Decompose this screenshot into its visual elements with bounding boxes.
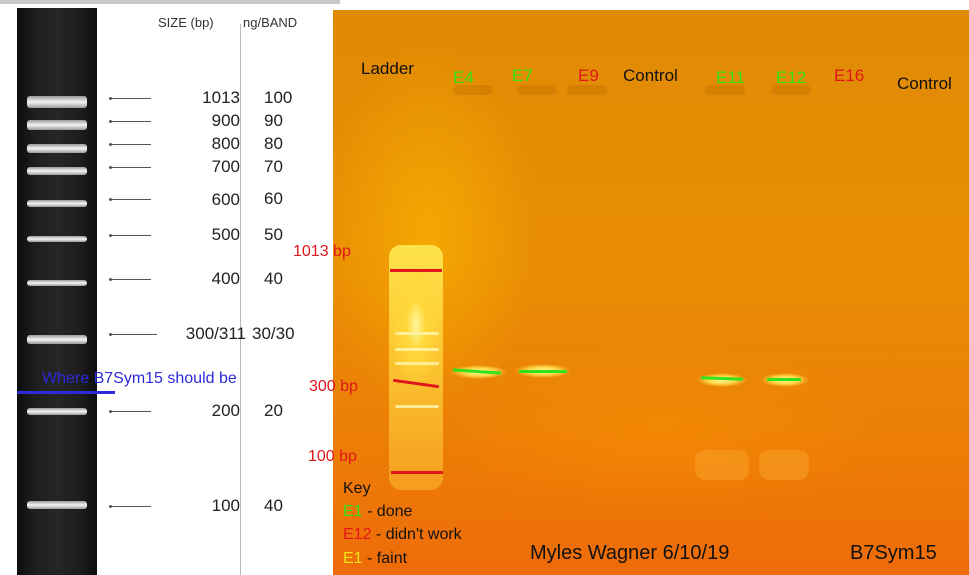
- gel-photo: [333, 10, 969, 575]
- ref-band-200: [27, 408, 87, 415]
- key-item-failed: E12 - didn't work: [343, 526, 462, 544]
- lane-label-control-2: Control: [897, 74, 952, 93]
- ref-band-600: [27, 200, 87, 207]
- ref-band-1013: [27, 96, 87, 108]
- column-divider: [240, 24, 241, 575]
- key-desc: - didn't work: [371, 526, 462, 543]
- lane-label-e16: E16: [834, 66, 865, 85]
- ladder-band: [395, 405, 439, 408]
- ref-band-800: [27, 144, 87, 153]
- ng-header: ng/BAND: [243, 15, 298, 30]
- ref-size-label: 700: [211, 157, 240, 176]
- smear: [759, 450, 809, 480]
- lane-label-e11: E11: [716, 68, 745, 87]
- lane-label-e7: E7: [512, 66, 533, 85]
- size-header: SIZE (bp): [158, 15, 214, 30]
- marker-label-100: 100 bp: [308, 448, 357, 465]
- tick-900: [109, 120, 151, 123]
- gel-name-label: B7Sym15: [850, 542, 937, 564]
- marker-label-1013: 1013 bp: [293, 243, 351, 260]
- reference-ladder-gel-image: [17, 8, 97, 575]
- well: [453, 85, 493, 95]
- panel-top-border: [0, 0, 340, 4]
- ref-band-400: [27, 280, 87, 286]
- ref-ng-label: 100: [264, 88, 293, 107]
- well: [771, 85, 811, 95]
- key-item-done: E1 - done: [343, 503, 412, 521]
- tick-1013: [109, 97, 151, 100]
- ref-ng-label: 50: [264, 225, 283, 244]
- red-marker-1013: [390, 269, 442, 272]
- ref-band-500: [27, 236, 87, 242]
- key-code: E1: [343, 503, 363, 520]
- ref-ng-label: 90: [264, 111, 283, 130]
- ref-band-700: [27, 167, 87, 175]
- marker-label-300: 300 bp: [309, 378, 358, 395]
- green-marker-e12: [767, 378, 801, 381]
- ladder-band: [395, 332, 439, 335]
- ref-size-label: 800: [211, 134, 240, 153]
- key-code: E1: [343, 550, 363, 567]
- key-code: E12: [343, 526, 372, 543]
- ref-size-label: 400: [211, 269, 240, 288]
- ref-ng-label: 40: [264, 496, 283, 515]
- ref-ng-label: 20: [264, 401, 283, 420]
- tick-600: [109, 198, 151, 201]
- key-desc: - faint: [362, 550, 408, 567]
- ref-size-label: 300/311: [185, 324, 246, 343]
- ref-ng-label: 30/30: [252, 324, 295, 343]
- ref-size-label: 200: [211, 401, 240, 420]
- green-marker-e7: [519, 370, 567, 373]
- tick-700: [109, 166, 151, 169]
- ref-band-300: [27, 335, 87, 344]
- ref-ng-label: 60: [264, 189, 283, 208]
- lane-label-control-1: Control: [623, 66, 678, 85]
- expected-position-label: Where B7Sym15 should be: [42, 370, 237, 387]
- ref-ng-label: 80: [264, 134, 283, 153]
- ref-size-label: 900: [211, 111, 240, 130]
- tick-200: [109, 410, 151, 413]
- key-title: Key: [343, 480, 371, 497]
- ref-size-label: 500: [211, 225, 240, 244]
- smear: [695, 450, 749, 480]
- tick-100: [109, 505, 151, 508]
- tick-500: [109, 234, 151, 237]
- lane-label-ladder: Ladder: [361, 59, 414, 78]
- red-marker-100: [391, 471, 443, 474]
- ref-band-900: [27, 120, 87, 130]
- ref-ng-label: 70: [264, 157, 283, 176]
- ladder-band: [395, 362, 439, 365]
- tick-300: [109, 333, 157, 336]
- key-desc: - done: [362, 503, 413, 520]
- reference-ladder-panel: SIZE (bp) ng/BAND 1013 100 900 90 800 80…: [0, 0, 340, 575]
- lane-label-e4: E4: [453, 68, 474, 87]
- lane-label-e12: E12: [776, 68, 807, 87]
- tick-800: [109, 143, 151, 146]
- well: [705, 85, 745, 95]
- ladder-band: [395, 348, 439, 351]
- ladder-lane-smear: [389, 245, 443, 490]
- well: [567, 85, 607, 95]
- ref-size-label: 600: [211, 190, 240, 209]
- key-item-faint: E1 - faint: [343, 550, 407, 568]
- expected-position-line: [17, 391, 115, 394]
- tick-400: [109, 278, 151, 281]
- ref-size-label: 100: [211, 496, 240, 515]
- author-date-label: Myles Wagner 6/10/19: [530, 542, 730, 564]
- well: [517, 85, 557, 95]
- ref-size-label: 1013: [202, 88, 240, 107]
- ref-ng-label: 40: [264, 269, 283, 288]
- lane-label-e9: E9: [578, 66, 599, 85]
- ref-band-100: [27, 501, 87, 509]
